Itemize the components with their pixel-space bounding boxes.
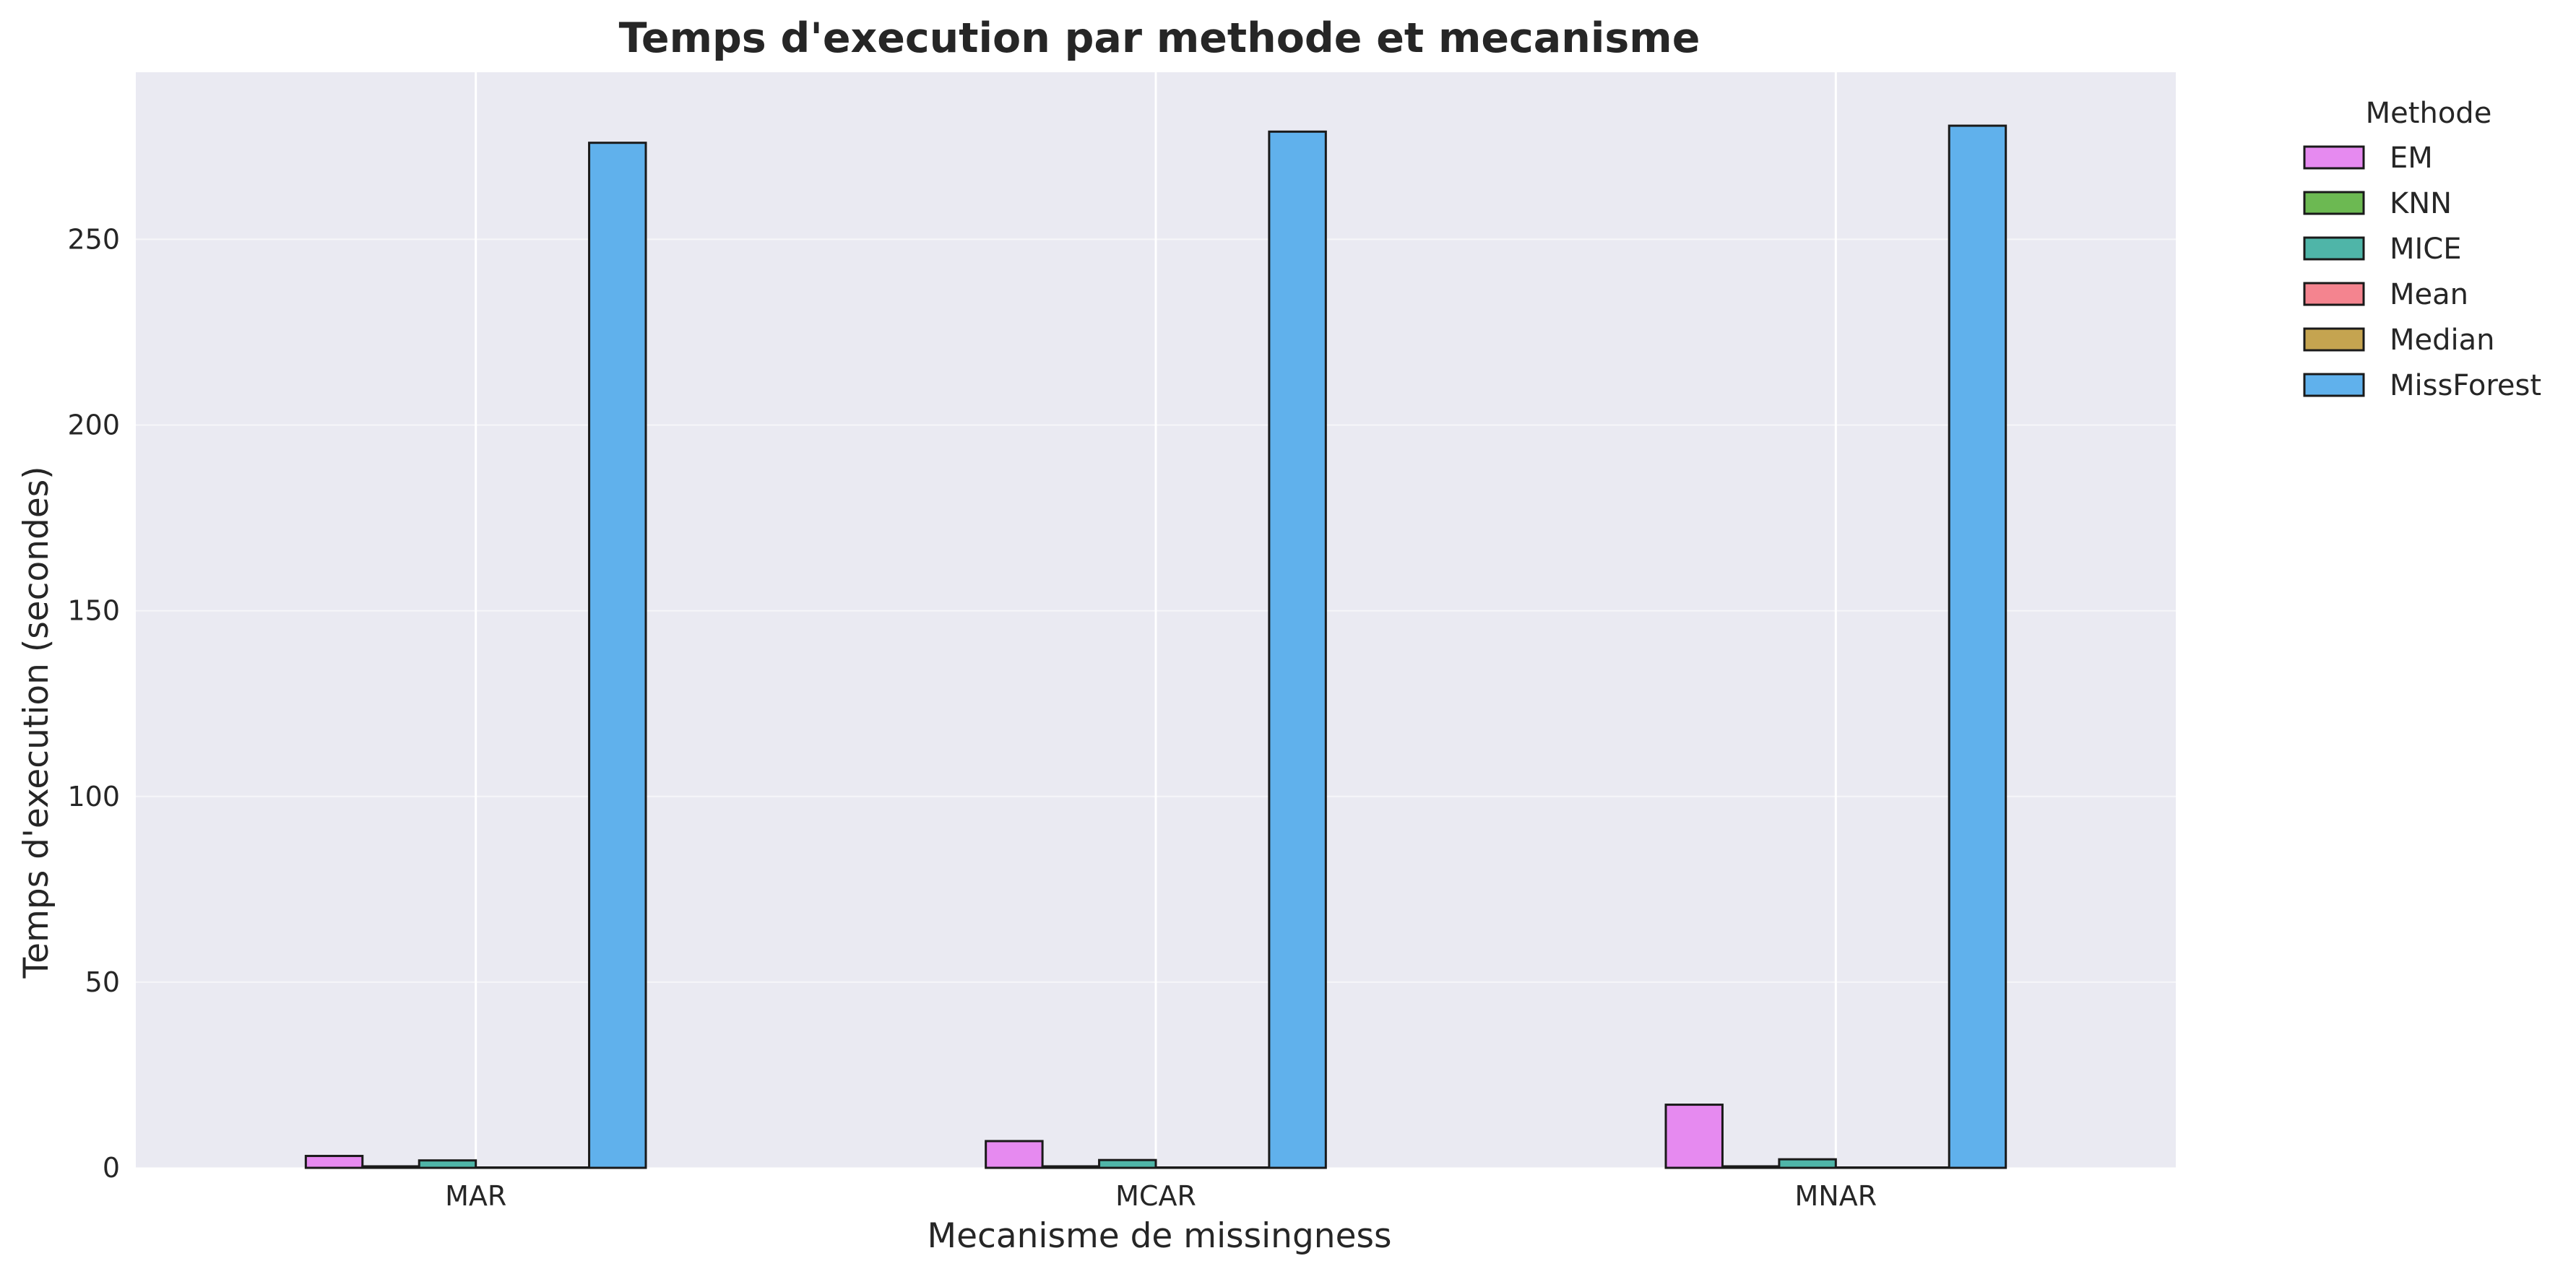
legend-item-em: EM (2303, 142, 2433, 175)
legend-item-median: Median (2303, 324, 2495, 357)
y-tick-label: 100 (67, 781, 120, 812)
legend-label: EM (2390, 142, 2433, 175)
legend-title: Methode (2366, 97, 2492, 130)
legend-label: Median (2390, 324, 2495, 357)
chart-title: Temps d'execution par methode et mecanis… (619, 14, 1700, 62)
legend-swatch (2303, 236, 2365, 261)
bar-mice-mar (418, 1159, 477, 1169)
y-tick-label: 250 (67, 223, 120, 255)
x-tick-label: MNAR (1795, 1180, 1877, 1212)
legend-swatch (2303, 145, 2365, 170)
legend-swatch (2303, 373, 2365, 397)
y-tick-label: 50 (85, 966, 120, 998)
legend-item-mice: MICE (2303, 233, 2462, 266)
bar-em-mnar (1664, 1104, 1724, 1169)
bar-median-mnar (1891, 1166, 1950, 1169)
y-tick-label: 0 (103, 1152, 120, 1184)
bar-missforest-mcar (1268, 130, 1327, 1169)
bar-em-mar (304, 1155, 364, 1169)
legend-label: MICE (2390, 233, 2462, 266)
bar-median-mar (531, 1166, 591, 1169)
legend-swatch (2303, 327, 2365, 352)
bar-mice-mcar (1098, 1158, 1157, 1169)
legend-swatch (2303, 282, 2365, 306)
bar-missforest-mnar (1948, 124, 2007, 1169)
bars (304, 124, 2007, 1169)
y-axis-ticks: 0 50 100 150 200 250 (67, 223, 120, 1184)
x-tick-label: MCAR (1115, 1180, 1196, 1212)
legend: Methode EM KNN MICE Mean Median MissForest (2303, 97, 2541, 402)
legend-swatch (2303, 191, 2365, 215)
legend-item-mean: Mean (2303, 278, 2468, 311)
y-tick-label: 150 (67, 595, 120, 627)
legend-label: MissForest (2390, 369, 2541, 402)
x-axis-ticks: MAR MCAR MNAR (445, 1180, 1877, 1212)
bar-em-mcar (985, 1140, 1044, 1169)
bar-knn-mnar (1721, 1165, 1781, 1169)
y-tick-label: 200 (67, 410, 120, 441)
legend-label: KNN (2390, 187, 2452, 220)
x-tick-label: MAR (445, 1180, 506, 1212)
bar-knn-mcar (1041, 1165, 1101, 1169)
bar-mean-mnar (1834, 1166, 1894, 1169)
bar-mean-mar (475, 1166, 534, 1169)
x-axis-label: Mecanisme de missingness (928, 1216, 1392, 1256)
bar-median-mcar (1211, 1166, 1271, 1169)
legend-item-knn: KNN (2303, 187, 2452, 220)
legend-item-missforest: MissForest (2303, 369, 2541, 402)
bar-mice-mnar (1778, 1158, 1837, 1169)
bar-knn-mar (361, 1165, 420, 1169)
bar-mean-mcar (1154, 1166, 1214, 1169)
legend-label: Mean (2390, 278, 2468, 311)
bar-missforest-mar (588, 142, 647, 1169)
y-axis-label: Temps d'execution (secondes) (17, 466, 56, 979)
